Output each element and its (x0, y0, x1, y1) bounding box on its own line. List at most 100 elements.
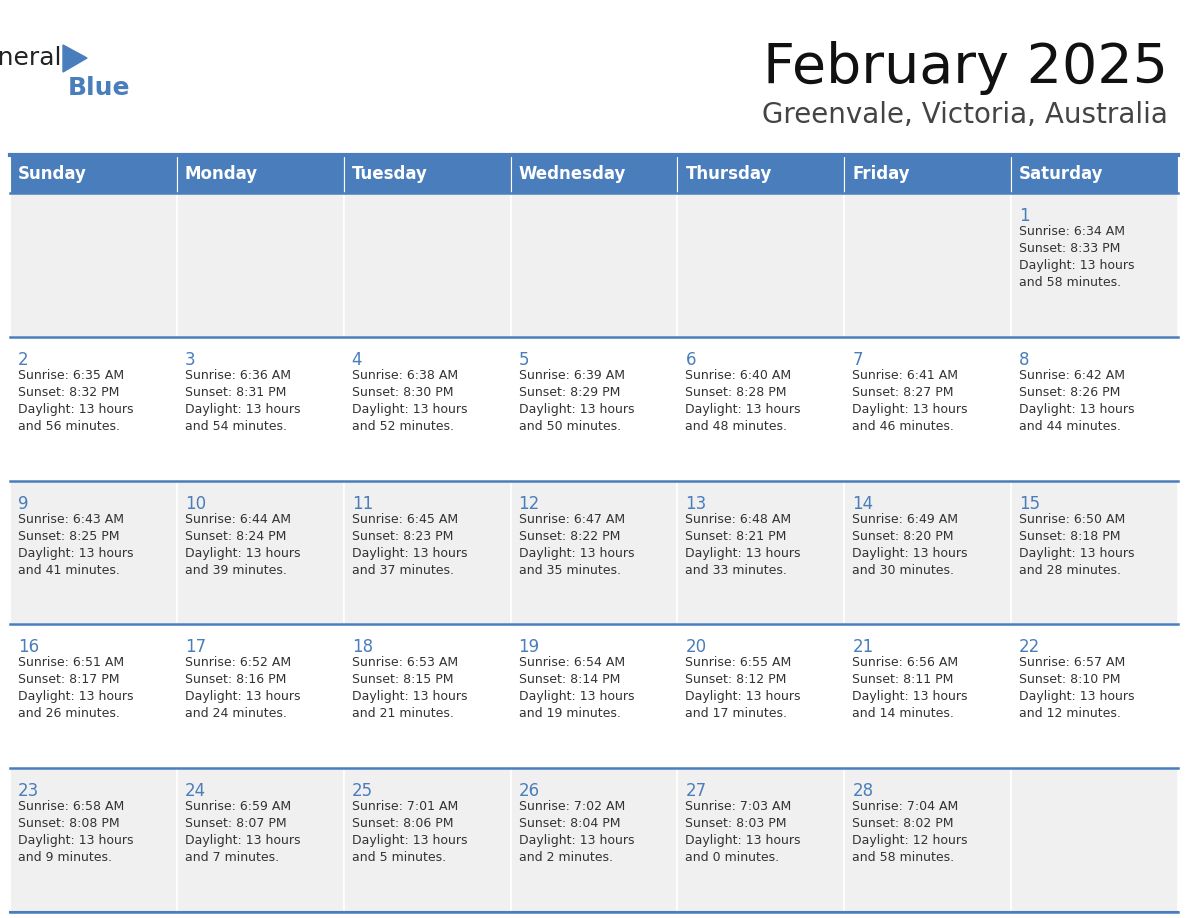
Text: Sunset: 8:02 PM: Sunset: 8:02 PM (852, 817, 954, 830)
Text: Sunrise: 6:50 AM: Sunrise: 6:50 AM (1019, 512, 1125, 526)
Bar (177, 768, 343, 912)
Bar (677, 155, 845, 193)
Text: Sunset: 8:04 PM: Sunset: 8:04 PM (519, 817, 620, 830)
Bar (511, 481, 677, 624)
Bar (845, 193, 1011, 337)
Bar (677, 624, 845, 768)
Text: Daylight: 13 hours: Daylight: 13 hours (852, 546, 968, 560)
Text: Daylight: 13 hours: Daylight: 13 hours (18, 690, 133, 703)
Text: 18: 18 (352, 638, 373, 656)
Bar (511, 768, 677, 912)
Text: and 58 minutes.: and 58 minutes. (1019, 276, 1121, 289)
Bar (511, 624, 677, 768)
Text: Daylight: 13 hours: Daylight: 13 hours (1019, 259, 1135, 272)
Text: Sunset: 8:18 PM: Sunset: 8:18 PM (1019, 530, 1120, 543)
Text: Sunset: 8:29 PM: Sunset: 8:29 PM (519, 386, 620, 398)
Text: Sunrise: 6:48 AM: Sunrise: 6:48 AM (685, 512, 791, 526)
Bar (677, 193, 845, 337)
Text: Daylight: 13 hours: Daylight: 13 hours (185, 690, 301, 703)
Text: and 30 minutes.: and 30 minutes. (852, 564, 954, 577)
Bar (845, 768, 1011, 912)
Text: Monday: Monday (185, 165, 258, 183)
Bar (511, 155, 677, 193)
Bar (177, 155, 343, 193)
Text: Sunrise: 6:53 AM: Sunrise: 6:53 AM (352, 656, 457, 669)
Text: Wednesday: Wednesday (519, 165, 626, 183)
Text: Daylight: 13 hours: Daylight: 13 hours (519, 403, 634, 416)
Text: Daylight: 13 hours: Daylight: 13 hours (852, 690, 968, 703)
Text: Sunset: 8:24 PM: Sunset: 8:24 PM (185, 530, 286, 543)
Text: Sunset: 8:11 PM: Sunset: 8:11 PM (852, 674, 954, 687)
Text: and 46 minutes.: and 46 minutes. (852, 420, 954, 432)
Text: General: General (0, 46, 62, 70)
Text: Sunset: 8:17 PM: Sunset: 8:17 PM (18, 674, 120, 687)
Text: and 14 minutes.: and 14 minutes. (852, 708, 954, 721)
Text: and 21 minutes.: and 21 minutes. (352, 708, 454, 721)
Text: Saturday: Saturday (1019, 165, 1104, 183)
Text: Sunset: 8:03 PM: Sunset: 8:03 PM (685, 817, 786, 830)
Bar (177, 193, 343, 337)
Text: Daylight: 13 hours: Daylight: 13 hours (685, 546, 801, 560)
Bar (10, 337, 177, 481)
Text: Daylight: 13 hours: Daylight: 13 hours (18, 834, 133, 847)
Text: 17: 17 (185, 638, 206, 656)
Text: 9: 9 (18, 495, 29, 512)
Text: and 26 minutes.: and 26 minutes. (18, 708, 120, 721)
Bar (1011, 193, 1178, 337)
Bar (343, 624, 511, 768)
Text: and 37 minutes.: and 37 minutes. (352, 564, 454, 577)
Text: Sunrise: 6:36 AM: Sunrise: 6:36 AM (185, 369, 291, 382)
Bar (10, 193, 177, 337)
Bar (1011, 768, 1178, 912)
Text: 24: 24 (185, 782, 206, 800)
Text: and 58 minutes.: and 58 minutes. (852, 851, 954, 864)
Bar (10, 624, 177, 768)
Bar (343, 768, 511, 912)
Text: 2: 2 (18, 351, 29, 369)
Bar (677, 768, 845, 912)
Text: Daylight: 13 hours: Daylight: 13 hours (1019, 546, 1135, 560)
Text: Sunset: 8:21 PM: Sunset: 8:21 PM (685, 530, 786, 543)
Text: Sunrise: 6:56 AM: Sunrise: 6:56 AM (852, 656, 959, 669)
Text: Greenvale, Victoria, Australia: Greenvale, Victoria, Australia (763, 101, 1168, 129)
Text: and 48 minutes.: and 48 minutes. (685, 420, 788, 432)
Text: Daylight: 13 hours: Daylight: 13 hours (352, 403, 467, 416)
Text: 5: 5 (519, 351, 529, 369)
Text: and 41 minutes.: and 41 minutes. (18, 564, 120, 577)
Text: and 33 minutes.: and 33 minutes. (685, 564, 788, 577)
Text: and 17 minutes.: and 17 minutes. (685, 708, 788, 721)
Bar (511, 337, 677, 481)
Text: 16: 16 (18, 638, 39, 656)
Text: Daylight: 13 hours: Daylight: 13 hours (519, 546, 634, 560)
Text: and 5 minutes.: and 5 minutes. (352, 851, 446, 864)
Text: and 35 minutes.: and 35 minutes. (519, 564, 620, 577)
Text: Sunrise: 7:04 AM: Sunrise: 7:04 AM (852, 800, 959, 813)
Text: Daylight: 13 hours: Daylight: 13 hours (352, 834, 467, 847)
Text: 1: 1 (1019, 207, 1030, 225)
Text: and 39 minutes.: and 39 minutes. (185, 564, 286, 577)
Text: and 54 minutes.: and 54 minutes. (185, 420, 286, 432)
Text: and 52 minutes.: and 52 minutes. (352, 420, 454, 432)
Text: Sunrise: 6:42 AM: Sunrise: 6:42 AM (1019, 369, 1125, 382)
Text: and 2 minutes.: and 2 minutes. (519, 851, 613, 864)
Text: Sunrise: 6:38 AM: Sunrise: 6:38 AM (352, 369, 457, 382)
Text: Sunset: 8:25 PM: Sunset: 8:25 PM (18, 530, 120, 543)
Text: Sunset: 8:15 PM: Sunset: 8:15 PM (352, 674, 453, 687)
Text: Sunset: 8:33 PM: Sunset: 8:33 PM (1019, 242, 1120, 255)
Text: Sunrise: 6:35 AM: Sunrise: 6:35 AM (18, 369, 124, 382)
Bar (845, 337, 1011, 481)
Text: Sunset: 8:32 PM: Sunset: 8:32 PM (18, 386, 119, 398)
Text: Sunrise: 6:39 AM: Sunrise: 6:39 AM (519, 369, 625, 382)
Text: 13: 13 (685, 495, 707, 512)
Text: 19: 19 (519, 638, 539, 656)
Bar (343, 193, 511, 337)
Text: Sunset: 8:12 PM: Sunset: 8:12 PM (685, 674, 786, 687)
Text: 14: 14 (852, 495, 873, 512)
Text: Sunrise: 7:01 AM: Sunrise: 7:01 AM (352, 800, 457, 813)
Bar (677, 337, 845, 481)
Bar (177, 624, 343, 768)
Text: and 0 minutes.: and 0 minutes. (685, 851, 779, 864)
Text: Sunrise: 7:02 AM: Sunrise: 7:02 AM (519, 800, 625, 813)
Text: Sunrise: 6:43 AM: Sunrise: 6:43 AM (18, 512, 124, 526)
Bar (10, 481, 177, 624)
